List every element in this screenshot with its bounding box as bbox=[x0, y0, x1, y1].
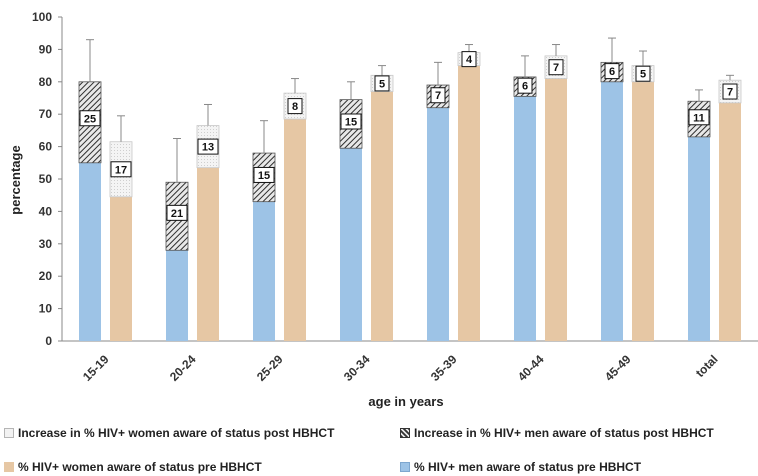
bar-women-pre bbox=[632, 81, 654, 342]
y-tick-label: 10 bbox=[39, 302, 53, 316]
inc-label-men: 21 bbox=[171, 208, 183, 220]
inc-label-women: 13 bbox=[202, 142, 214, 154]
inc-label-men: 15 bbox=[345, 116, 357, 128]
bar-women-pre bbox=[371, 91, 393, 342]
y-tick-label: 0 bbox=[45, 334, 52, 348]
y-tick-label: 40 bbox=[39, 204, 53, 218]
bar-men-pre bbox=[166, 250, 188, 341]
inc-label-men-box bbox=[166, 204, 188, 221]
x-tick-label: 35-39 bbox=[428, 352, 460, 384]
y-axis: 0 10 20 30 40 50 60 70 80 90 100 bbox=[32, 10, 63, 348]
inc-label-women: 8 bbox=[292, 101, 298, 113]
bars: 25 17 21 13 15 8 15 5 7 4 6 7 6 5 11 7 bbox=[78, 37, 742, 342]
inc-label-women-box bbox=[548, 59, 564, 76]
inc-label-men: 7 bbox=[435, 90, 441, 102]
inc-label-women-box bbox=[722, 83, 738, 100]
x-axis-label: age in years bbox=[368, 394, 443, 409]
inc-label-women-box bbox=[461, 51, 477, 68]
inc-label-men: 6 bbox=[609, 66, 615, 78]
legend-swatch-inc-women bbox=[4, 428, 14, 438]
legend-item-women-pre: % HIV+ women aware of status pre HBHCT bbox=[4, 460, 262, 474]
inc-label-women: 4 bbox=[466, 54, 473, 66]
y-tick-label: 60 bbox=[39, 140, 53, 154]
bar-men-pre bbox=[253, 201, 275, 341]
legend-swatch-men-pre bbox=[400, 462, 410, 472]
bar-men-pre bbox=[688, 136, 710, 341]
inc-label-men-box bbox=[688, 109, 710, 126]
chart-svg: 0 10 20 30 40 50 60 70 80 90 100 15-19 20-24 25-29 30… bbox=[8, 10, 758, 409]
bar-women-pre bbox=[458, 65, 480, 341]
inc-label-men-box bbox=[340, 113, 362, 130]
inc-label-men-box bbox=[430, 87, 446, 104]
inc-label-men: 6 bbox=[522, 81, 528, 93]
bar-men-pre bbox=[340, 148, 362, 341]
x-tick-label: 15-19 bbox=[80, 352, 112, 384]
legend: Increase in % HIV+ women aware of status… bbox=[0, 420, 758, 476]
bar-men-pre bbox=[427, 107, 449, 341]
y-tick-label: 100 bbox=[32, 10, 52, 24]
inc-label-women-box bbox=[287, 98, 303, 115]
inc-label-women: 17 bbox=[115, 164, 127, 176]
x-tick-label: 25-29 bbox=[254, 352, 286, 384]
y-axis-label: percentage bbox=[8, 145, 23, 214]
legend-item-inc-men: Increase in % HIV+ men aware of status p… bbox=[400, 426, 714, 440]
y-tick-label: 80 bbox=[39, 75, 53, 89]
y-tick-label: 20 bbox=[39, 269, 53, 283]
legend-item-inc-women: Increase in % HIV+ women aware of status… bbox=[4, 426, 334, 440]
x-tick-label: 30-34 bbox=[341, 352, 373, 384]
y-tick-label: 90 bbox=[39, 42, 53, 56]
inc-label-women: 5 bbox=[379, 78, 385, 90]
inc-label-men-box bbox=[79, 110, 101, 127]
legend-label-inc-men: Increase in % HIV+ men aware of status p… bbox=[414, 426, 714, 440]
x-tick-label: total bbox=[693, 352, 721, 380]
inc-label-women-box bbox=[197, 138, 219, 155]
legend-label-men-pre: % HIV+ men aware of status pre HBHCT bbox=[414, 460, 642, 474]
legend-swatch-women-pre bbox=[4, 462, 14, 472]
bar-women-pre bbox=[284, 119, 306, 341]
bar-women-pre bbox=[719, 102, 741, 341]
x-tick-label: 20-24 bbox=[167, 352, 199, 384]
legend-label-women-pre: % HIV+ women aware of status pre HBHCT bbox=[18, 460, 262, 474]
y-tick-label: 70 bbox=[39, 107, 53, 121]
bar-men-pre bbox=[79, 162, 101, 341]
x-tick-label: 40-44 bbox=[515, 352, 547, 384]
legend-label-inc-women: Increase in % HIV+ women aware of status… bbox=[18, 426, 335, 440]
inc-label-women-box bbox=[374, 75, 390, 92]
inc-label-men-box bbox=[517, 77, 533, 94]
bar-women-pre bbox=[197, 167, 219, 341]
inc-label-men-box bbox=[253, 166, 275, 183]
x-tick-label: 45-49 bbox=[602, 352, 634, 384]
inc-label-women-box bbox=[110, 161, 132, 178]
y-tick-label: 30 bbox=[39, 237, 53, 251]
inc-label-women: 7 bbox=[553, 62, 559, 74]
bar-men-pre bbox=[601, 81, 623, 342]
inc-label-men: 15 bbox=[258, 170, 270, 182]
legend-swatch-inc-men bbox=[400, 428, 410, 438]
inc-label-women: 7 bbox=[727, 87, 733, 99]
y-tick-label: 50 bbox=[39, 172, 53, 186]
bar-women-pre bbox=[110, 196, 132, 341]
bar-men-pre bbox=[514, 96, 536, 341]
legend-item-men-pre: % HIV+ men aware of status pre HBHCT bbox=[400, 460, 641, 474]
inc-label-women: 5 bbox=[640, 69, 646, 81]
inc-label-men: 11 bbox=[693, 112, 705, 124]
inc-label-women-box bbox=[635, 65, 651, 82]
x-axis: 15-19 20-24 25-29 30-34 35-39 40-44 45-49 total bbox=[62, 340, 758, 384]
bar-women-pre bbox=[545, 78, 567, 341]
inc-label-men-box bbox=[604, 63, 620, 80]
inc-label-men: 25 bbox=[84, 113, 96, 125]
